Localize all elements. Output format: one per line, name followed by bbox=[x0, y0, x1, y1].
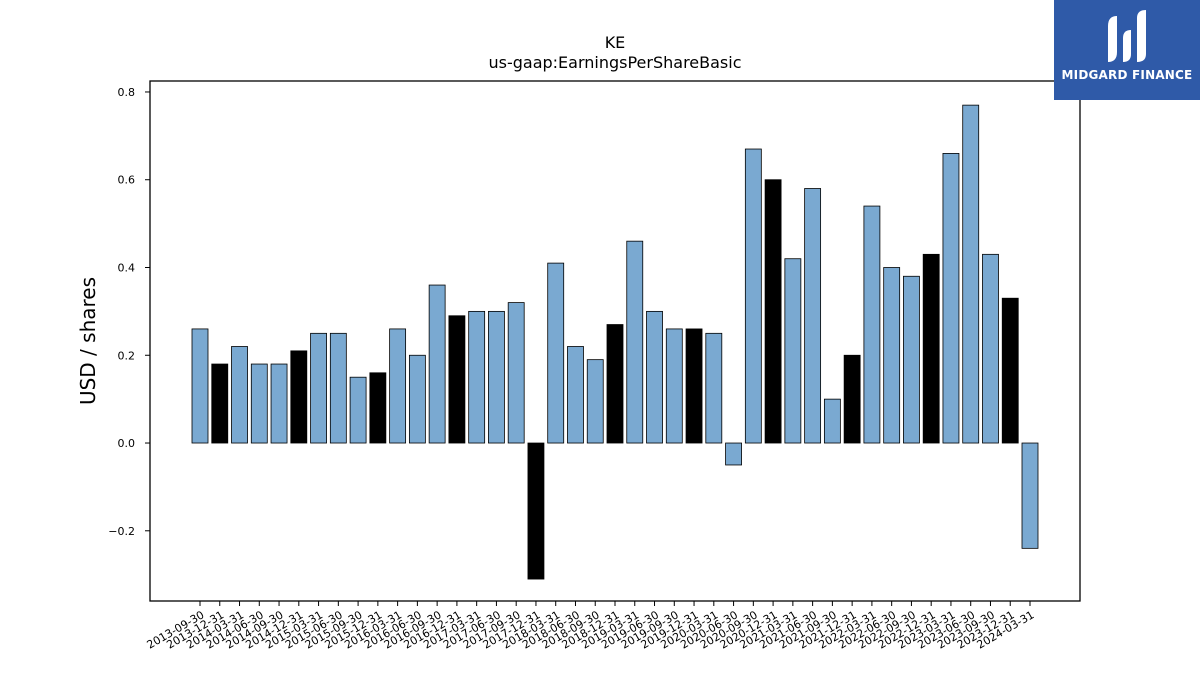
x-axis: 2013-09-302013-12-312014-03-312014-06-30… bbox=[145, 601, 1037, 652]
y-tick-label: 0.0 bbox=[118, 437, 136, 450]
bar-2014-09-30 bbox=[270, 363, 288, 444]
bar-2014-06-30 bbox=[250, 363, 268, 444]
bar-2020-09-30 bbox=[744, 148, 762, 444]
bar-2022-06-30 bbox=[883, 267, 901, 444]
bar-2018-09-30 bbox=[586, 359, 604, 444]
bar-2022-03-31 bbox=[863, 205, 881, 444]
bar-2024-03-31 bbox=[1021, 442, 1039, 549]
bar-2015-03-31 bbox=[310, 332, 327, 444]
bar-2021-03-31 bbox=[784, 258, 802, 444]
bar-2018-06-30 bbox=[567, 346, 584, 444]
bar-2019-09-30 bbox=[665, 328, 683, 444]
bar-2020-12-31 bbox=[764, 179, 782, 444]
bar-2019-12-31 bbox=[685, 328, 703, 444]
bar-2022-12-31 bbox=[922, 253, 940, 444]
bar-2020-03-31 bbox=[705, 332, 723, 444]
bar-2017-12-31 bbox=[527, 442, 545, 580]
y-tick-label: 0.4 bbox=[118, 261, 136, 274]
bar-2021-12-31 bbox=[843, 354, 861, 444]
bar-2017-09-30 bbox=[507, 302, 525, 444]
bar-2014-03-31 bbox=[231, 346, 248, 444]
logo-text: MIDGARD FINANCE bbox=[1061, 68, 1193, 82]
bar-2017-06-30 bbox=[488, 310, 505, 444]
bar-2016-09-30 bbox=[428, 284, 446, 444]
chart-title: KE bbox=[605, 33, 626, 52]
bar-2016-06-30 bbox=[408, 354, 426, 444]
y-axis-label: USD / shares bbox=[76, 277, 100, 405]
bar-2020-06-30 bbox=[725, 442, 742, 466]
bar-2019-06-30 bbox=[646, 310, 663, 444]
bar-2015-09-30 bbox=[349, 376, 367, 444]
bar-2016-03-31 bbox=[389, 328, 407, 444]
y-tick-label: 0.8 bbox=[118, 86, 136, 99]
bar-2023-09-30 bbox=[982, 253, 999, 444]
bar-2019-03-31 bbox=[626, 240, 644, 444]
bar-2023-12-31 bbox=[1001, 297, 1019, 444]
midgard-finance-logo: MIDGARD FINANCE bbox=[1054, 0, 1200, 100]
bar-2018-12-31 bbox=[606, 324, 624, 444]
bar-2021-06-30 bbox=[804, 188, 822, 444]
bar-2018-03-31 bbox=[547, 262, 565, 444]
y-tick-label: 0.6 bbox=[118, 174, 136, 187]
bar-2023-03-31 bbox=[942, 153, 960, 444]
bar-2022-09-30 bbox=[903, 275, 920, 444]
bar-2015-12-31 bbox=[369, 372, 387, 444]
midgard-logo-icon bbox=[1108, 10, 1146, 62]
bar-2013-09-30 bbox=[191, 328, 209, 444]
y-axis: −0.2 0.0 0.2 0.4 0.6 0.8 bbox=[108, 86, 150, 538]
y-tick-label: −0.2 bbox=[108, 525, 135, 538]
bar-2015-06-30 bbox=[329, 332, 347, 444]
bar-2023-06-30 bbox=[962, 104, 980, 444]
bar-2013-12-31 bbox=[211, 363, 229, 444]
bar-2017-03-31 bbox=[468, 310, 486, 444]
bars bbox=[191, 104, 1039, 580]
bar-2016-12-31 bbox=[448, 315, 466, 444]
chart-subtitle: us-gaap:EarningsPerShareBasic bbox=[488, 53, 741, 72]
y-tick-label: 0.2 bbox=[118, 349, 136, 362]
bar-2014-12-31 bbox=[290, 350, 308, 444]
bar-2021-09-30 bbox=[823, 398, 841, 444]
plot-frame bbox=[149, 80, 1081, 602]
